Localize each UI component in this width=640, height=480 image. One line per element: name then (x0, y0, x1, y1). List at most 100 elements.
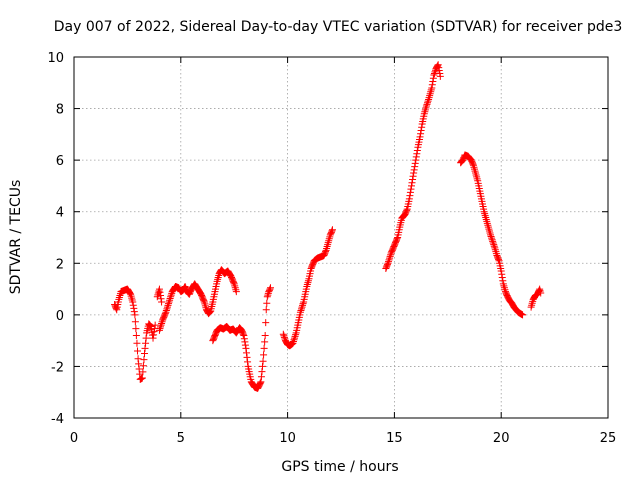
data-point (423, 100, 431, 108)
data-point (289, 339, 297, 347)
data-point (164, 301, 172, 309)
data-point (435, 67, 443, 75)
x-tick-label: 15 (386, 431, 403, 446)
data-point (126, 289, 134, 297)
data-segment (382, 61, 444, 272)
data-point (385, 256, 393, 264)
data-point (427, 86, 435, 94)
data-point (410, 166, 418, 174)
data-point (425, 94, 433, 102)
data-point (413, 150, 421, 158)
data-point (142, 339, 150, 347)
data-point (141, 344, 149, 352)
x-axis-label: GPS time / hours (281, 459, 398, 475)
data-point (473, 175, 481, 183)
data-point (262, 319, 270, 327)
data-point (406, 192, 414, 200)
data-point (231, 284, 239, 292)
data-point (472, 169, 480, 177)
y-tick-label: 10 (47, 51, 64, 66)
data-point (263, 299, 271, 307)
data-point (413, 146, 421, 154)
data-point (128, 296, 136, 304)
data-point (241, 341, 249, 349)
data-point (243, 353, 251, 361)
data-point (279, 330, 287, 338)
data-point (240, 331, 248, 339)
data-point (149, 334, 157, 342)
x-tick-label: 20 (493, 431, 510, 446)
y-tick-label: -4 (51, 412, 64, 427)
data-point (409, 172, 417, 180)
data-point (428, 84, 436, 92)
data-point (244, 358, 252, 366)
data-point (421, 108, 429, 116)
data-point (242, 349, 250, 357)
data-point (471, 167, 479, 175)
data-point (132, 325, 140, 333)
data-point (157, 295, 165, 303)
data-point (498, 270, 506, 278)
data-point (157, 292, 165, 300)
data-point (425, 96, 433, 104)
data-point (155, 285, 163, 293)
data-point (232, 286, 240, 294)
data-point (196, 289, 204, 297)
x-tick-label: 25 (600, 431, 617, 446)
data-point (409, 175, 417, 183)
data-point (486, 229, 494, 237)
data-points (111, 61, 545, 392)
data-point (424, 99, 432, 107)
data-point (410, 169, 418, 177)
data-segment (111, 285, 159, 383)
data-point (200, 297, 208, 305)
data-point (162, 307, 170, 315)
x-tick-label: 5 (177, 431, 185, 446)
data-point (386, 252, 394, 260)
y-tick-label: 6 (56, 154, 64, 169)
data-segment (153, 285, 166, 306)
data-point (488, 236, 496, 244)
data-point (469, 160, 477, 168)
data-point (258, 368, 266, 376)
data-segment (457, 151, 527, 319)
data-point (155, 326, 163, 334)
data-point (131, 318, 139, 326)
data-point (322, 248, 330, 256)
data-point (260, 351, 268, 359)
data-point (492, 248, 500, 256)
data-point (495, 255, 503, 263)
data-point (487, 233, 495, 241)
data-point (158, 318, 166, 326)
data-point (424, 97, 432, 105)
data-point (416, 133, 424, 141)
data-point (422, 104, 430, 112)
data-point (150, 331, 158, 339)
data-point (387, 251, 395, 259)
data-point (239, 330, 247, 338)
data-point (290, 336, 298, 344)
data-point (488, 234, 496, 242)
data-point (167, 291, 175, 299)
data-point (134, 347, 142, 355)
y-tick-label: 8 (56, 103, 64, 118)
data-point (328, 226, 336, 234)
data-point (386, 254, 394, 262)
data-point (140, 350, 148, 358)
grid-lines (74, 57, 608, 418)
data-point (280, 333, 288, 341)
data-point (490, 241, 498, 249)
data-point (406, 188, 414, 196)
data-point (135, 365, 143, 373)
data-point (304, 277, 312, 285)
data-point (140, 356, 148, 364)
data-point (324, 239, 332, 247)
data-point (131, 311, 139, 319)
data-point (407, 182, 415, 190)
data-point (418, 123, 426, 131)
data-point (134, 355, 142, 363)
data-point (537, 289, 545, 297)
data-point (519, 311, 527, 319)
data-point (427, 88, 435, 96)
